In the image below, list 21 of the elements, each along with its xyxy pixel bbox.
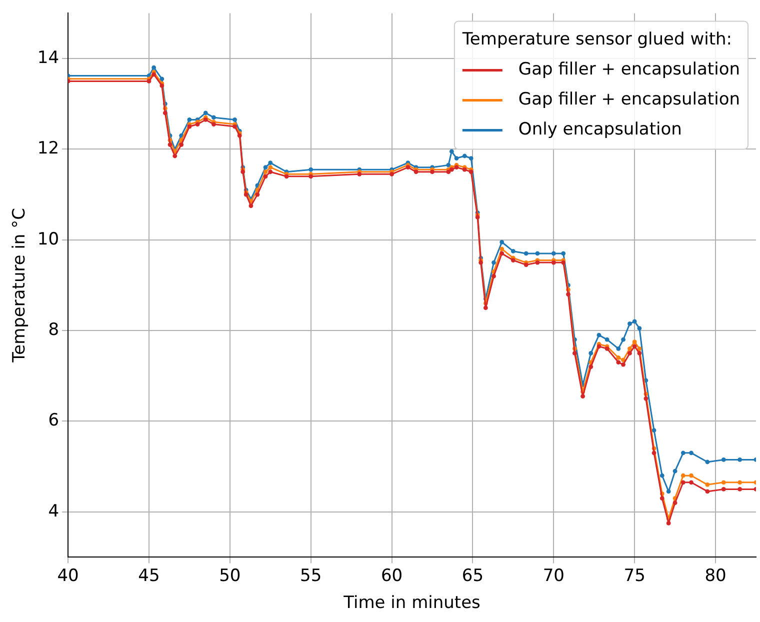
x-tick-label: 40 (57, 566, 79, 586)
legend-label: Gap filler + encapsulation (518, 60, 740, 80)
x-tick-label: 80 (704, 566, 726, 586)
y-tick-label: 4 (48, 501, 60, 522)
x-tick-label: 50 (219, 566, 241, 586)
x-axis-title: Time in minutes (342, 593, 481, 614)
x-tick-label: 65 (462, 566, 484, 586)
y-axis-title: Temperature in °C (10, 208, 30, 364)
legend-label: Gap filler + encapsulation (518, 90, 740, 110)
x-tick-label: 60 (380, 566, 403, 586)
legend-label: Only encapsulation (518, 120, 682, 140)
x-tick-label: 70 (542, 566, 564, 586)
y-tick-label: 12 (37, 138, 60, 159)
legend-title: Temperature sensor glued with: (461, 30, 732, 50)
y-tick-label: 10 (37, 229, 60, 250)
y-tick-label: 8 (48, 320, 60, 340)
y-tick-label: 6 (48, 410, 60, 431)
y-tick-label: 14 (37, 48, 60, 68)
x-tick-label: 55 (300, 566, 322, 586)
x-tick-label: 45 (138, 566, 160, 586)
x-tick-label: 75 (624, 566, 646, 586)
